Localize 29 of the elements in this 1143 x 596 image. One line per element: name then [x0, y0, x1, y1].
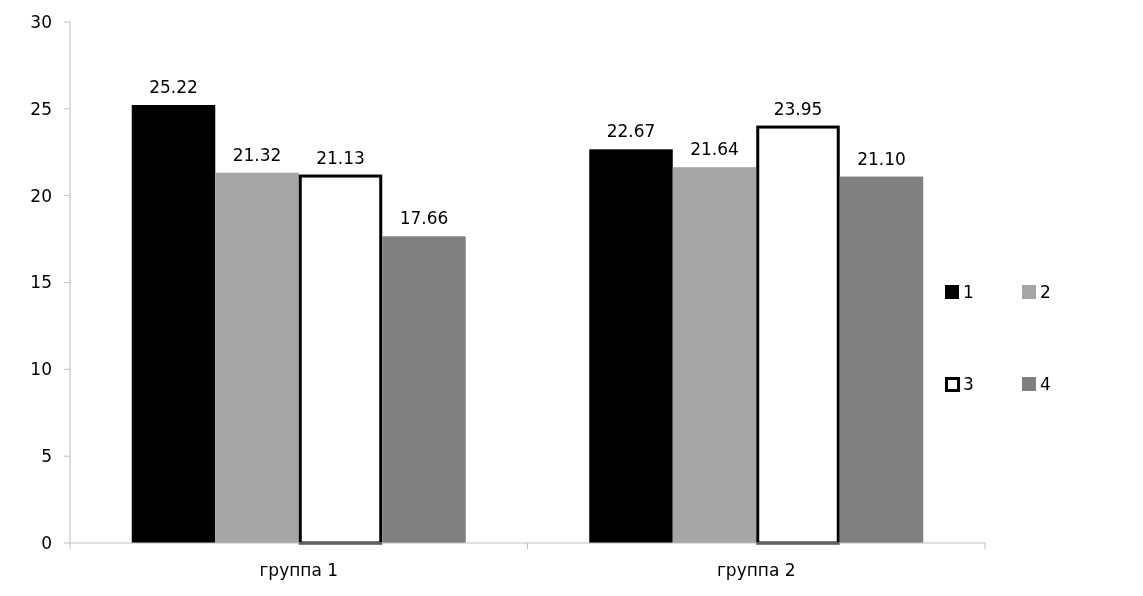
y-tick-label: 25	[30, 98, 52, 119]
data-label: 22.67	[606, 121, 656, 142]
data-label: 21.10	[857, 148, 906, 169]
y-tick-label: 10	[30, 359, 52, 380]
bar	[756, 125, 840, 545]
bar	[672, 167, 757, 543]
bar	[589, 149, 673, 543]
bar	[215, 172, 299, 543]
bar	[131, 105, 216, 543]
data-label: 17.66	[399, 208, 449, 229]
data-label: 25.22	[149, 77, 198, 98]
y-tick-label: 5	[41, 446, 52, 467]
data-label: 21.32	[232, 144, 282, 165]
legend-label: 1	[963, 281, 974, 302]
data-label: 21.64	[690, 139, 739, 160]
y-tick-label: 20	[30, 185, 52, 206]
bar	[382, 236, 466, 543]
x-tick-label: группа 2	[716, 560, 796, 580]
legend-label: 4	[1040, 373, 1051, 394]
data-label: 21.13	[316, 148, 365, 169]
bar	[839, 176, 924, 543]
y-tick-label: 15	[30, 272, 52, 293]
bar	[298, 174, 383, 545]
legend-label: 2	[1040, 281, 1051, 302]
legend-label: 3	[963, 373, 974, 394]
y-tick-label: 30	[30, 11, 52, 32]
y-tick-label: 0	[41, 532, 52, 553]
x-tick-label: группа 1	[259, 560, 339, 580]
data-label: 23.95	[773, 99, 823, 120]
